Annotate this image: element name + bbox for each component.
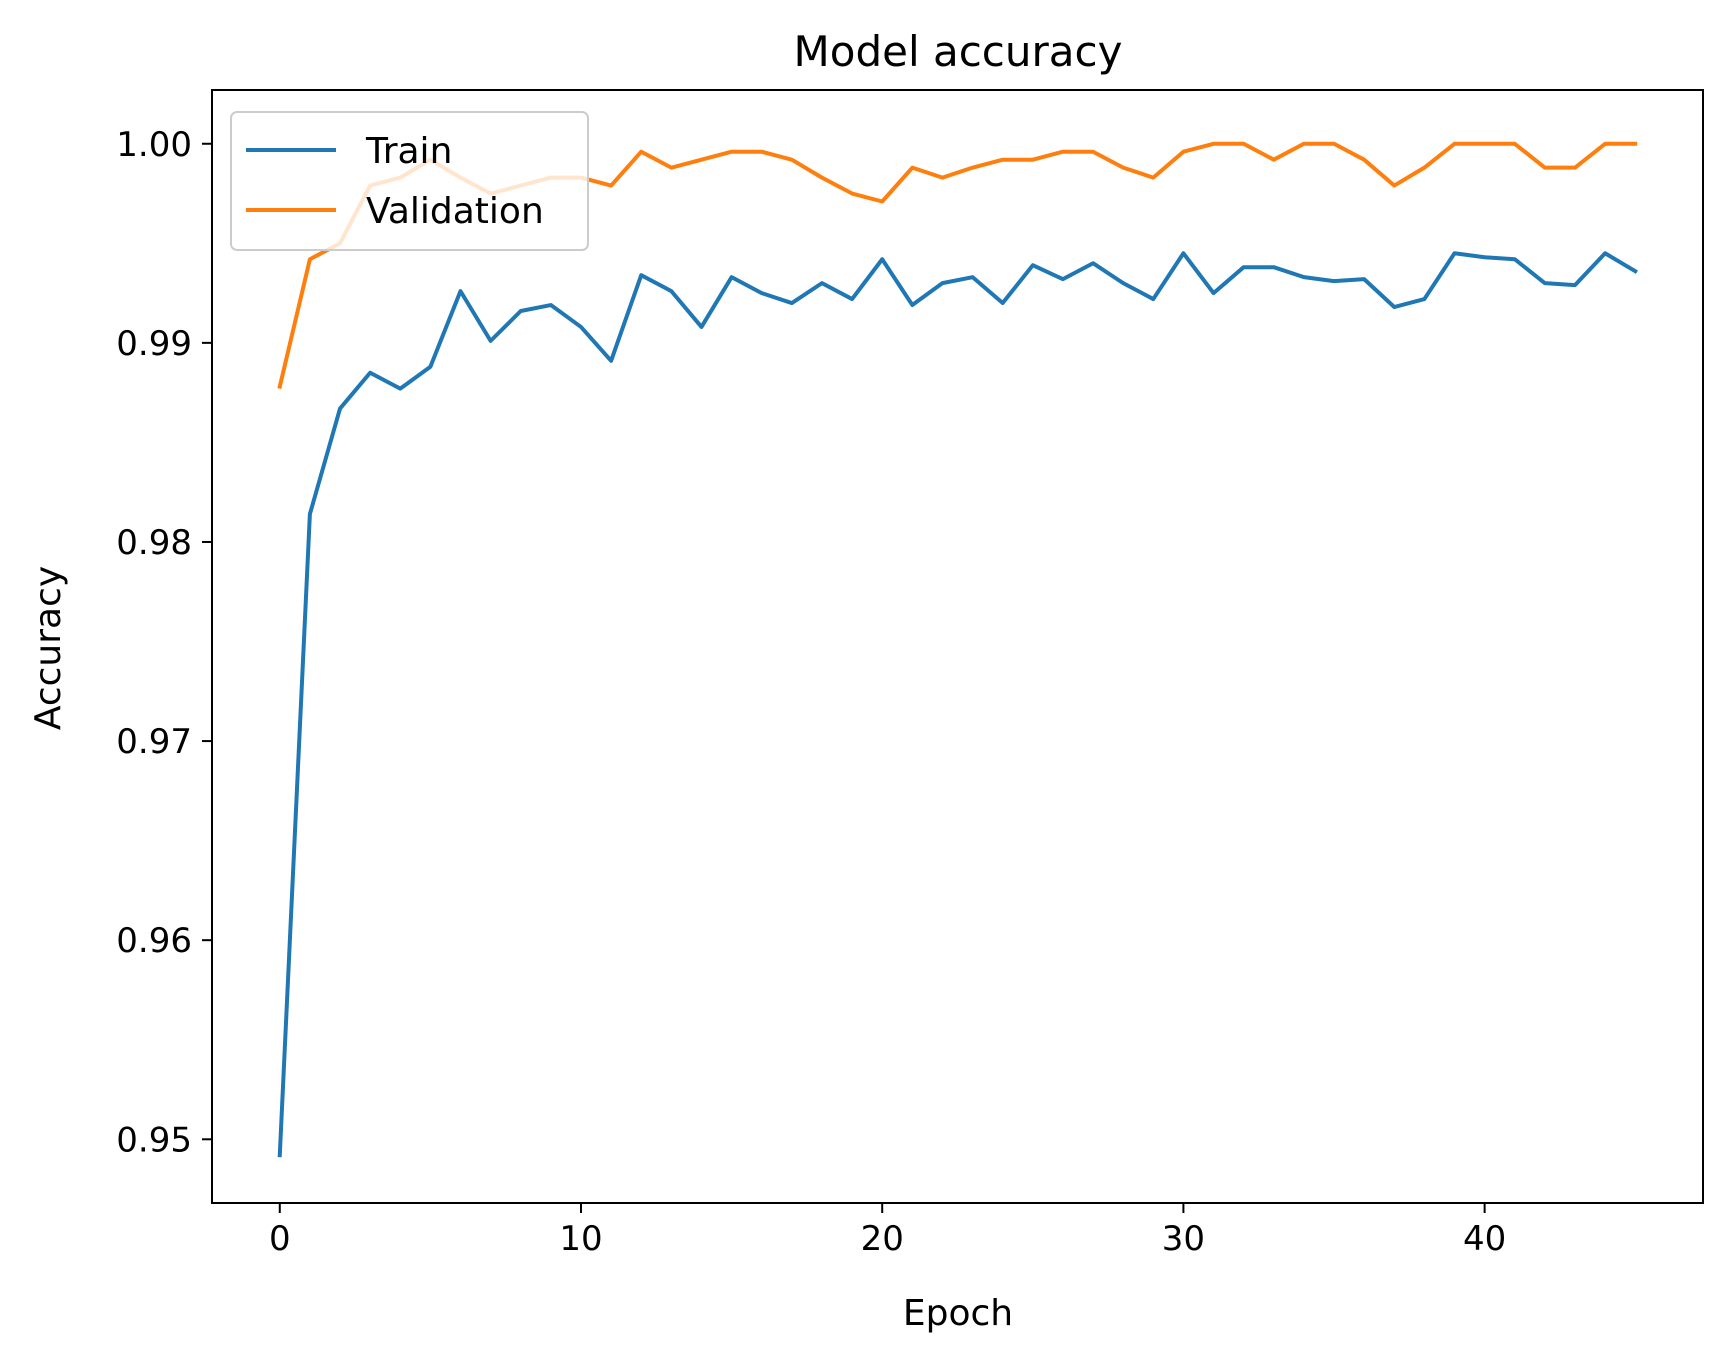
y-tick-label: 0.98: [116, 523, 192, 563]
legend-box: [230, 111, 589, 251]
y-tick-label: 0.95: [116, 1120, 192, 1160]
chart-title: Model accuracy: [794, 27, 1123, 76]
y-tick-label: 0.97: [116, 722, 192, 762]
y-tick-label: 0.96: [116, 921, 192, 961]
y-axis: 0.95 0.96 0.97 0.98 0.99 1.00: [116, 125, 212, 1160]
series-line-train: [277, 251, 1638, 1158]
legend: Train Validation: [230, 111, 589, 251]
y-axis-label: Accuracy: [28, 566, 69, 730]
x-axis: 0 10 20 30 40: [269, 1203, 1506, 1259]
x-tick-label: 10: [559, 1219, 602, 1259]
x-tick-label: 30: [1162, 1219, 1205, 1259]
y-tick-label: 1.00: [116, 125, 192, 165]
legend-label-train: Train: [365, 131, 452, 172]
x-tick-label: 40: [1463, 1219, 1506, 1259]
y-tick-label: 0.99: [116, 324, 192, 364]
x-tick-label: 20: [861, 1219, 904, 1259]
x-tick-label: 0: [269, 1219, 291, 1259]
plot-area-frame: [211, 89, 1704, 1204]
legend-label-validation: Validation: [366, 191, 544, 232]
x-axis-label: Epoch: [903, 1293, 1013, 1334]
